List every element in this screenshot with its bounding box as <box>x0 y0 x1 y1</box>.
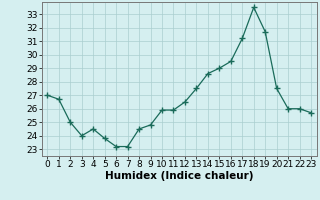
X-axis label: Humidex (Indice chaleur): Humidex (Indice chaleur) <box>105 171 253 181</box>
